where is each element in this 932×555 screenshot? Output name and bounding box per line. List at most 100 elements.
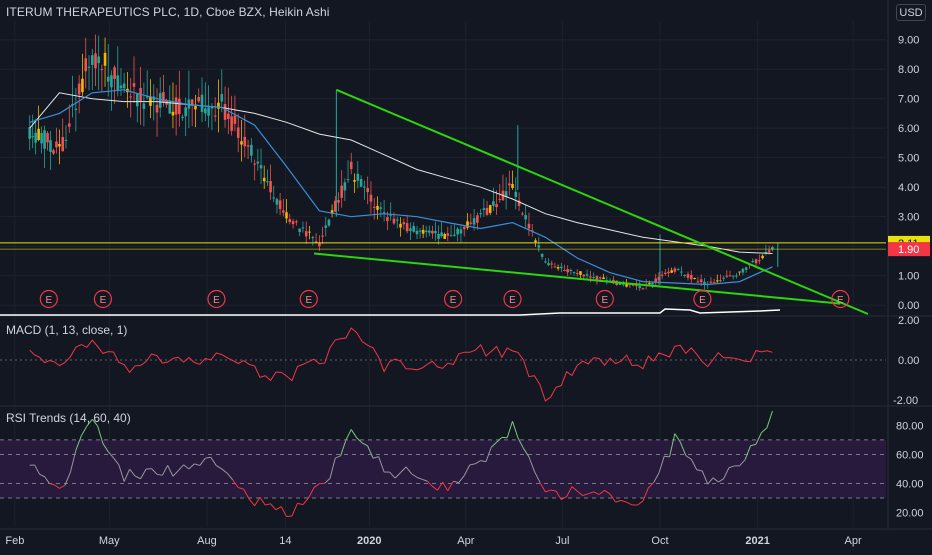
candle-body (440, 232, 443, 236)
candle-body (538, 245, 541, 247)
time-axis-label: May (99, 535, 120, 547)
candle-body (416, 231, 419, 234)
candle-body (356, 174, 359, 181)
candle-body (463, 227, 466, 229)
candle-body (683, 275, 686, 276)
rsi-axis-label: 20.00 (896, 507, 924, 519)
rsi-axis-label: 40.00 (896, 478, 924, 490)
candle-body (431, 231, 434, 234)
candle-body (557, 267, 560, 269)
earnings-marker-label: E (699, 295, 706, 306)
candle-body (250, 145, 253, 156)
earnings-marker-label: E (837, 295, 844, 306)
candle-body (386, 217, 389, 221)
candle-body (94, 53, 97, 68)
candle-body (34, 133, 37, 143)
candle-body (768, 250, 771, 252)
candle-body (758, 260, 761, 261)
rsi-pane-label: RSI Trends (14, 60, 40) (6, 411, 131, 425)
candle-body (399, 224, 402, 228)
candle-body (178, 99, 181, 114)
candle-body (508, 183, 511, 185)
candle-body (58, 144, 61, 146)
candle-body (674, 269, 677, 272)
candle-body (263, 178, 266, 181)
candle-body (253, 164, 256, 165)
candle-body (544, 261, 547, 262)
candle-body (403, 222, 406, 224)
candle-body (305, 231, 308, 236)
time-axis-label: Oct (651, 535, 668, 547)
candle-body (197, 97, 200, 101)
earnings-marker-label: E (45, 295, 52, 306)
candle-body (589, 276, 592, 277)
candle-body (592, 277, 595, 278)
earnings-marker-label: E (213, 295, 220, 306)
candle-body (419, 231, 422, 232)
candle-body (172, 112, 175, 116)
candle-body (573, 272, 576, 273)
candle-body (406, 223, 409, 231)
candle-body (52, 150, 55, 153)
candle-body (224, 104, 227, 120)
candle-body (376, 206, 379, 210)
candle-body (560, 267, 563, 268)
candle-body (470, 223, 473, 224)
candle-body (366, 188, 369, 192)
symbol-title: ITERUM THERAPEUTICS PLC, 1D, Cboe BZX, H… (6, 5, 330, 19)
candle-body (586, 274, 589, 275)
candle-body (742, 269, 745, 273)
price-axis-label: 7.00 (898, 94, 919, 106)
candle-body (437, 234, 440, 239)
candle-body (101, 69, 104, 70)
candle-body (745, 267, 748, 269)
candle-body (243, 137, 246, 146)
candle-body (312, 237, 315, 238)
time-axis-label: 2021 (745, 535, 769, 547)
candle-body (690, 275, 693, 279)
candle-body (279, 200, 282, 209)
candle-body (84, 58, 87, 71)
candle-body (473, 218, 476, 224)
currency-button[interactable]: USD (896, 4, 926, 21)
candle-body (75, 109, 78, 110)
candle-body (664, 273, 667, 274)
candle-body (234, 116, 237, 124)
candle-body (486, 208, 489, 215)
candle-body (159, 93, 162, 108)
candle-body (350, 162, 353, 169)
candle-body (116, 75, 119, 90)
candle-body (677, 269, 680, 270)
candle-body (453, 235, 456, 236)
candle-body (726, 276, 729, 277)
candle-body (700, 279, 703, 282)
candle-body (670, 270, 673, 272)
candle-body (428, 231, 431, 233)
candle-body (738, 271, 741, 272)
earnings-marker-label: E (450, 295, 457, 306)
candle-body (443, 234, 446, 239)
candle-body (528, 224, 531, 229)
candle-body (479, 213, 482, 214)
candle-body (113, 67, 116, 79)
candle-body (272, 198, 275, 199)
candle-body (276, 199, 279, 205)
candle-body (91, 55, 94, 65)
time-axis-label: Apr (845, 535, 862, 547)
candle-body (65, 140, 68, 141)
candle-body (55, 142, 58, 148)
candle-body (661, 275, 664, 276)
candle-body (751, 261, 754, 262)
price-axis-label: 5.00 (898, 153, 919, 165)
price-axis-label: 4.00 (898, 182, 919, 194)
candle-body (204, 108, 207, 113)
rsi-axis-label: 60.00 (896, 449, 924, 461)
candle-body (710, 282, 713, 283)
candle-body (133, 83, 136, 87)
candle-body (321, 236, 324, 237)
candle-body (489, 205, 492, 213)
candle-body (347, 179, 350, 180)
candle-body (97, 56, 100, 63)
